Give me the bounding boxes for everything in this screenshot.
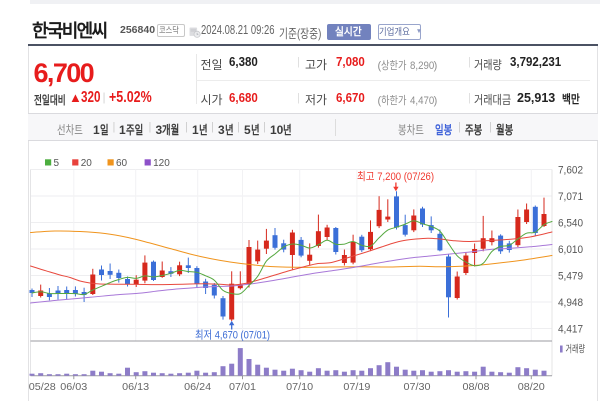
svg-text:07/01: 07/01: [229, 381, 256, 393]
svg-text:05/28: 05/28: [29, 381, 56, 393]
svg-text:08/08: 08/08: [463, 381, 490, 393]
svg-text:08/20: 08/20: [518, 381, 545, 393]
svg-text:4,417: 4,417: [558, 323, 583, 335]
svg-text:07/10: 07/10: [286, 381, 313, 393]
svg-text:06/24: 06/24: [184, 381, 211, 393]
svg-text:최저 4,670 (07/01): 최저 4,670 (07/01): [195, 329, 270, 342]
svg-text:4,948: 4,948: [558, 297, 583, 309]
svg-text:6,010: 6,010: [558, 244, 583, 256]
svg-text:최고 7,200 (07/26): 최고 7,200 (07/26): [357, 170, 434, 183]
svg-text:거래량: 거래량: [566, 344, 586, 356]
svg-text:06/03: 06/03: [60, 381, 87, 393]
svg-text:60: 60: [116, 158, 128, 169]
svg-text:7,071: 7,071: [558, 191, 583, 203]
svg-text:120: 120: [153, 158, 170, 169]
svg-text:7,602: 7,602: [558, 164, 583, 176]
svg-text:6,540: 6,540: [558, 217, 583, 229]
svg-text:5,479: 5,479: [558, 270, 583, 282]
svg-text:5: 5: [54, 158, 60, 169]
svg-text:20: 20: [81, 158, 93, 169]
svg-text:07/19: 07/19: [343, 381, 370, 393]
svg-text:07/30: 07/30: [404, 381, 431, 393]
svg-text:06/13: 06/13: [122, 381, 149, 393]
